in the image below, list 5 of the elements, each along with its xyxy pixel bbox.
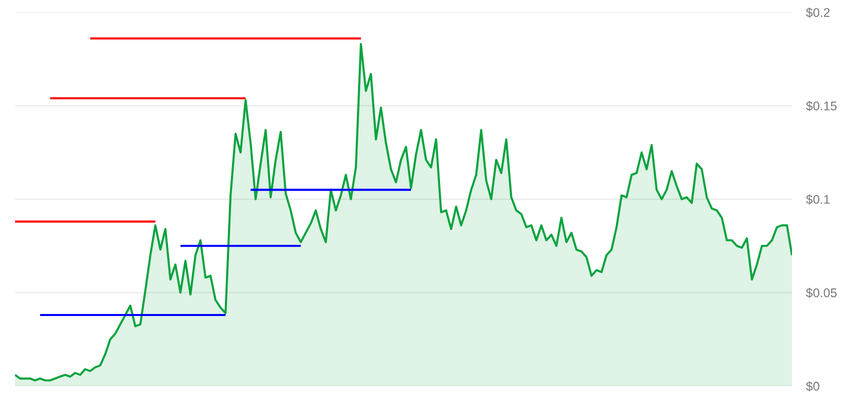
y-tick-label: $0.2 bbox=[806, 8, 830, 18]
y-tick-label: $0.1 bbox=[806, 194, 830, 205]
y-tick-label: $0 bbox=[806, 381, 820, 392]
y-tick-label: $0.15 bbox=[806, 101, 837, 112]
y-tick-label: $0.05 bbox=[806, 288, 837, 298]
